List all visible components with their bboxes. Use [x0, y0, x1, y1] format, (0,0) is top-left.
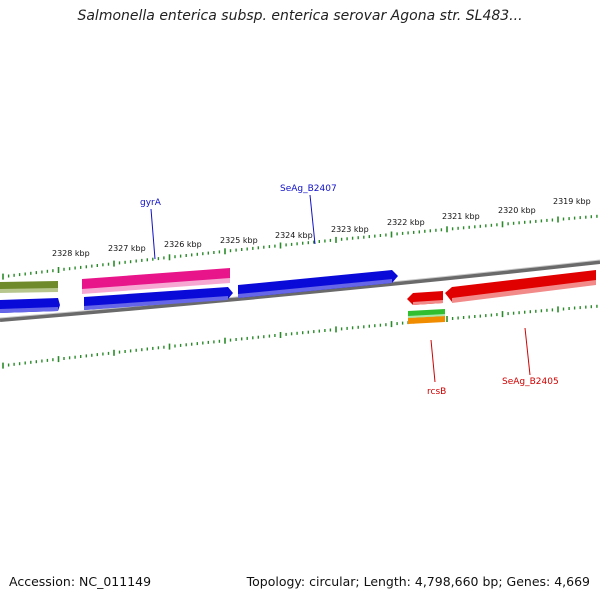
- accession-label: Accession: NC_011149: [9, 574, 152, 589]
- tick-label: 2326 kbp: [164, 240, 202, 249]
- genome-backbone: [0, 260, 600, 322]
- gene-feature-shade: [408, 314, 445, 318]
- forward-strand-genes: [0, 268, 398, 313]
- leader-line: [430, 339, 436, 383]
- gene-label-gyrA[interactable]: gyrA: [140, 198, 162, 208]
- leader-line: [524, 327, 531, 376]
- tick-label: 2319 kbp: [553, 197, 591, 206]
- map-title: Salmonella enterica subsp. enterica sero…: [77, 8, 523, 24]
- gene-SeAg_B2405[interactable]: [445, 270, 596, 302]
- gene-SeAg_B2407-shade: [238, 279, 392, 298]
- gene-label-SeAg_B2407[interactable]: SeAg_B2407: [280, 184, 337, 194]
- leader-line: [309, 194, 316, 245]
- tick-label: 2325 kbp: [220, 236, 258, 245]
- tick-label: 2320 kbp: [498, 206, 536, 215]
- tick-label: 2328 kbp: [52, 249, 90, 258]
- gene-SeAg_B2405-shade: [452, 280, 596, 303]
- gene-labels: gyrA SeAg_B2407 rcsB SeAg_B2405: [140, 184, 559, 397]
- gene-label-rcsB[interactable]: rcsB: [427, 387, 446, 397]
- gene-feature[interactable]: [408, 316, 445, 324]
- inner-ticks: [2, 304, 598, 369]
- gene-feature[interactable]: [0, 281, 58, 290]
- topology-summary: Topology: circular; Length: 4,798,660 bp…: [246, 574, 590, 589]
- gene-gyrA-shade: [82, 278, 230, 294]
- gene-rcsB-shade: [413, 300, 443, 305]
- reverse-strand-genes: [407, 270, 596, 324]
- tick-label: 2323 kbp: [331, 225, 369, 234]
- tick-label: 2327 kbp: [108, 244, 146, 253]
- gene-gyrA[interactable]: [82, 268, 230, 291]
- tick-label: 2321 kbp: [442, 212, 480, 221]
- gene-feature-shade: [84, 296, 228, 310]
- tick-label: 2324 kbp: [275, 231, 313, 240]
- gene-feature-shade: [0, 307, 58, 313]
- gene-label-SeAg_B2405[interactable]: SeAg_B2405: [502, 377, 559, 387]
- leader-line: [150, 208, 156, 260]
- tick-label: 2322 kbp: [387, 218, 425, 227]
- gene-feature-shade: [0, 288, 58, 293]
- scale-labels: 2319 kbp 2320 kbp 2321 kbp 2322 kbp 2323…: [52, 197, 591, 258]
- outer-ticks: [2, 214, 598, 280]
